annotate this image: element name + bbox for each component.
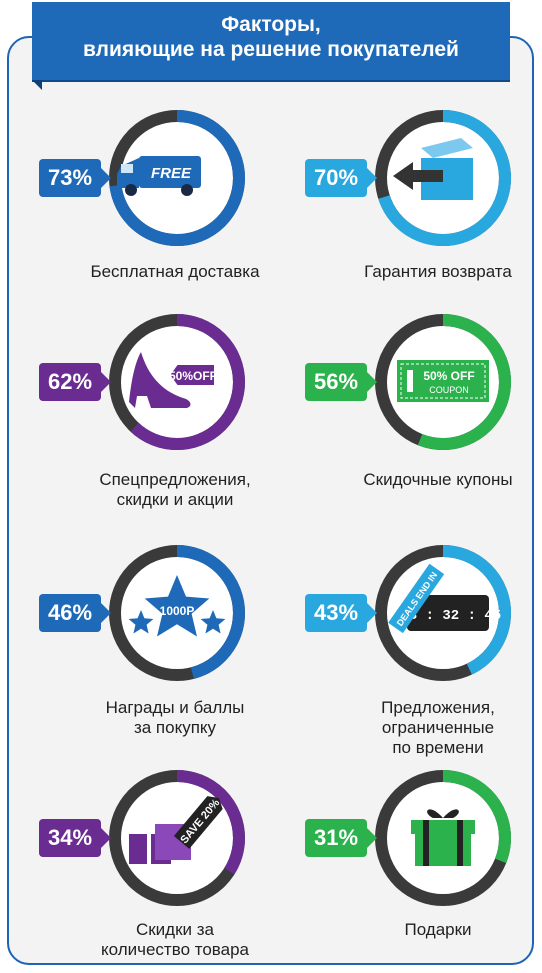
percent-badge: 62% <box>39 363 111 401</box>
coupon-icon: 50% OFF COUPON <box>397 360 489 402</box>
factor-label-line: Бесплатная доставка <box>90 262 260 281</box>
factor-label-line: Предложения, <box>381 698 495 717</box>
svg-text:50% OFF: 50% OFF <box>423 369 474 383</box>
factor-label: Скидки за количество товара <box>55 920 295 960</box>
factor-label-line: за покупку <box>133 718 217 737</box>
gift-icon <box>411 809 475 866</box>
factor-label-line: по времени <box>392 738 484 757</box>
factor-label-line: Скидки за <box>135 920 215 939</box>
factor-label-line: Скидочные купоны <box>363 470 513 489</box>
percent-ring: SAVE 20% <box>109 770 245 906</box>
svg-text:3 : 32 : 45: 3 : 32 : 45 <box>409 608 501 624</box>
title-line-1: Факторы, <box>221 13 321 36</box>
factor-label-line: ограниченные <box>381 718 495 737</box>
stars-icon: 1000P <box>128 575 226 637</box>
ring-value-arc <box>109 545 245 681</box>
ring-value-arc <box>375 110 511 246</box>
factor-label-line: Награды и баллы <box>105 698 245 717</box>
percent-ring: 1000P <box>109 545 245 681</box>
factor-label-line: Спецпредложения, <box>99 470 251 489</box>
banner-fold <box>32 80 42 90</box>
percent-badge: 73% <box>39 159 111 197</box>
percent-ring <box>375 110 511 246</box>
percent-ring <box>375 770 511 906</box>
percent-badge: 34% <box>39 819 111 857</box>
svg-text:1000P: 1000P <box>160 604 195 618</box>
percent-ring: 50% OFF COUPON <box>375 314 511 450</box>
percent-ring: 50%OFF <box>109 314 245 450</box>
factor-label: Спецпредложения, скидки и акции <box>55 470 295 510</box>
factor-label-line: Подарки <box>404 920 472 939</box>
ring-value-arc <box>375 770 511 906</box>
svg-text:FREE: FREE <box>151 165 192 182</box>
percent-ring: FREE <box>109 110 245 246</box>
factor-label-line: скидки и акции <box>116 490 234 509</box>
percent-badge: 31% <box>305 819 377 857</box>
ring-value-arc <box>375 545 511 681</box>
factor-label: Скидочные купоны <box>318 470 542 490</box>
percent-badge: 56% <box>305 363 377 401</box>
factor-label: Подарки <box>318 920 542 940</box>
percent-badge: 70% <box>305 159 377 197</box>
ring-value-arc <box>109 110 245 246</box>
percent-badge: 43% <box>305 594 377 632</box>
svg-text:50%OFF: 50%OFF <box>169 369 217 383</box>
page-title: Факторы, влияющие на решение покупателей <box>32 12 510 62</box>
svg-text:COUPON: COUPON <box>429 385 469 395</box>
free-delivery-truck-icon: FREE <box>117 156 201 196</box>
title-banner <box>32 2 510 80</box>
return-box-icon <box>393 138 473 200</box>
factor-label-line: количество товара <box>101 940 249 959</box>
factor-label: Гарантия возврата <box>318 262 542 282</box>
percent-badge: 46% <box>39 594 111 632</box>
factor-label-line: Гарантия возврата <box>364 262 512 281</box>
percent-ring: 3 : 32 : 45 DEALS END IN <box>375 545 511 681</box>
ring-value-arc <box>375 314 511 450</box>
ring-value-arc <box>109 770 245 906</box>
factor-label: Предложения, ограниченные по времени <box>318 698 542 758</box>
shoe-tag-icon: 50%OFF <box>129 352 217 408</box>
title-line-2: влияющие на решение покупателей <box>83 38 459 61</box>
factor-label: Награды и баллы за покупку <box>55 698 295 738</box>
ring-value-arc <box>109 314 245 450</box>
factor-label: Бесплатная доставка <box>55 262 295 282</box>
